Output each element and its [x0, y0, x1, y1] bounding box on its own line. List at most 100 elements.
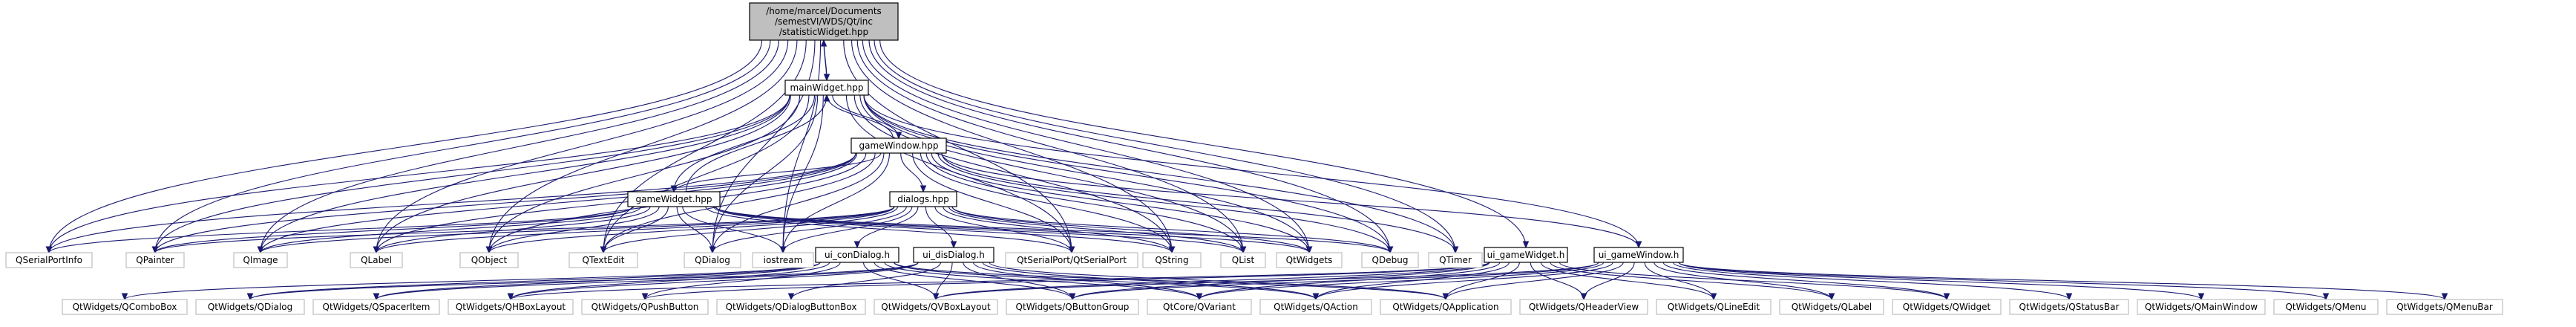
node-label-QTextEdit: QTextEdit [583, 255, 625, 265]
node-label-ui_gameWidget: ui_gameWidget.h [1487, 250, 1565, 260]
node-box-QTextEdit [568, 252, 638, 268]
edge-ui_disDialog-to-QVariant [972, 262, 1200, 300]
node-box-QPainter [125, 252, 185, 268]
node-label-QDebug: QDebug [1372, 255, 1409, 265]
node-dialogs[interactable]: dialogs.hpp [889, 191, 957, 207]
node-label-QList: QList [1232, 255, 1255, 265]
node-QTextEdit: QTextEdit [568, 252, 638, 268]
node-gameWidget[interactable]: gameWidget.hpp [627, 191, 721, 207]
edge-mainWidget-to-gameWidget [673, 94, 816, 192]
node-QImage: QImage [233, 252, 288, 268]
edge-ui_disDialog-to-QSpacerItem [376, 262, 919, 300]
arrowhead-ui_gameWindow-to-QAction [1312, 293, 1320, 301]
edge-ui_gameWindow-to-QVariant [1199, 262, 1605, 300]
edge-dialogs-to-QImage [260, 206, 895, 253]
edge-ui_gameWidget-to-QAction [1315, 262, 1510, 300]
node-QSpacerItem: QtWidgets/QSpacerItem [312, 299, 440, 315]
node-label-QDialog: QDialog [695, 255, 730, 265]
node-QAction: QtWidgets/QAction [1259, 299, 1372, 315]
node-label-QImage: QImage [243, 255, 278, 265]
edge-gameWidget-to-QDebug [715, 206, 1391, 253]
edge-gameWindow-to-QTextEdit [603, 152, 876, 253]
node-label-QMainWindow: QtWidgets/QMainWindow [2145, 302, 2258, 312]
node-box-statisticWidget [749, 2, 899, 41]
edge-ui_gameWindow-to-QWidget [1662, 262, 1947, 300]
edge-mainWidget-to-QLabel [376, 94, 791, 253]
edge-statisticWidget-to-QList [856, 39, 1244, 253]
node-box-gameWindow [851, 137, 947, 154]
node-box-QAction [1259, 299, 1372, 315]
edge-statisticWidget-to-ui_gameWidget [879, 39, 1527, 248]
node-label-QApplication: QtWidgets/QApplication [1392, 302, 1498, 312]
edge-ui_conDialog-to-QComboBox [124, 262, 821, 300]
node-QtWidgets: QtWidgets [1276, 252, 1343, 268]
node-QDialogButtonBox: QtWidgets/QDialogButtonBox [716, 299, 866, 315]
node-box-QLineEdit [1656, 299, 1772, 315]
node-ui_gameWindow[interactable]: ui_gameWindow.h [1593, 247, 1684, 263]
edge-ui_gameWindow-to-QStatusBar [1672, 262, 2070, 300]
edge-dialogs-to-QtWidgets [951, 206, 1310, 253]
edge-statisticWidget-to-QTimer [874, 39, 1456, 253]
arrowhead-ui_gameWindow-to-QStatusBar [2065, 293, 2073, 301]
node-label-mainWidget: mainWidget.hpp [790, 82, 864, 93]
arrowhead-gameWidget-to-mainWidget [823, 94, 830, 102]
node-box-QtwQLabel [1779, 299, 1884, 315]
arrowhead-dialogs-to-QImage [257, 246, 264, 254]
edge-mainWidget-to-QString [853, 94, 1173, 253]
arrowhead-dialogs-to-ui_disDialog [950, 241, 957, 249]
arrowhead-ui_gameWindow-to-QMenu [2322, 293, 2330, 301]
edge-gameWindow-to-dialogs [900, 152, 924, 192]
edge-statisticWidget-to-QtSerialPort [843, 39, 1072, 253]
arrowhead-ui_gameWindow-to-QWidget [1943, 293, 1950, 301]
arrowhead-gameWidget-to-QSerialPortInfo [45, 246, 53, 254]
edge-gameWidget-to-QList [715, 206, 1244, 253]
node-gameWindow[interactable]: gameWindow.hpp [851, 137, 947, 154]
edge-statisticWidget-to-QLabel [376, 39, 789, 253]
node-box-QVBoxLayout [874, 299, 998, 315]
arrowhead-ui_gameWindow-to-QVBoxLayout [932, 293, 940, 301]
node-box-QButtonGroup [1006, 299, 1139, 315]
node-QHBoxLayout: QtWidgets/QHBoxLayout [448, 299, 574, 315]
edge-gameWindow-to-mainWidget [826, 94, 894, 139]
edge-ui_gameWidget-to-QPushButton [644, 262, 1489, 300]
node-ui_disDialog[interactable]: ui_disDialog.h [913, 247, 994, 263]
node-ui_conDialog[interactable]: ui_conDialog.h [815, 247, 899, 263]
arrowhead-ui_gameWindow-to-QHeaderView [1580, 293, 1587, 301]
node-box-QWidget [1892, 299, 2002, 315]
edge-ui_gameWidget-to-QVBoxLayout [935, 262, 1489, 300]
node-QStatusBar: QtWidgets/QStatusBar [2009, 299, 2129, 315]
node-label-QObject: QObject [471, 255, 508, 265]
node-box-QVariant [1147, 299, 1252, 315]
node-label-QLineEdit: QtWidgets/QLineEdit [1668, 302, 1760, 312]
node-QtwQLabel: QtWidgets/QLabel [1779, 299, 1884, 315]
edge-statisticWidget-to-QtWidgets [862, 39, 1310, 253]
node-QMenuBar: QtWidgets/QMenuBar [2386, 299, 2503, 315]
node-box-QHeaderView [1519, 299, 1648, 315]
node-QHeaderView: QtWidgets/QHeaderView [1519, 299, 1648, 315]
edge-dialogs-to-QTextEdit [603, 206, 899, 253]
arrowhead-ui_gameWindow-to-QApplication [1442, 293, 1449, 301]
node-label-QSerialPortInfo: QSerialPortInfo [16, 255, 82, 265]
edge-gameWidget-to-QtWidgets [715, 206, 1310, 253]
node-label-QtSerialPort: QtSerialPort/QtSerialPort [1017, 255, 1127, 265]
arrowhead-statisticWidget-to-ui_gameWidget [1522, 241, 1530, 249]
edge-ui_disDialog-to-QAction [982, 262, 1317, 300]
node-box-QSpacerItem [312, 299, 440, 315]
edge-mainWidget-to-QDebug [863, 94, 1391, 253]
edge-statisticWidget-to-iostream [782, 39, 822, 253]
node-QTimer: QTimer [1428, 252, 1483, 268]
node-box-QSerialPortInfo [5, 252, 93, 268]
edge-gameWindow-to-QSerialPortInfo [48, 152, 856, 253]
node-statisticWidget[interactable]: /home/marcel/Documents/semestVI/WDS/Qt/i… [749, 2, 899, 41]
node-label-QHeaderView: QtWidgets/QHeaderView [1529, 302, 1639, 312]
node-mainWidget[interactable]: mainWidget.hpp [784, 80, 869, 96]
node-label-ui_gameWindow: ui_gameWindow.h [1599, 250, 1679, 260]
edge-ui_conDialog-to-QVariant [884, 262, 1200, 300]
node-QDebug: QDebug [1361, 252, 1419, 268]
node-label-iostream: iostream [764, 255, 803, 265]
edge-gameWidget-to-QtSerialPort [705, 206, 1072, 253]
node-ui_gameWidget[interactable]: ui_gameWidget.h [1484, 247, 1568, 263]
edge-ui_gameWidget-to-QtwQLabel [1550, 262, 1832, 300]
edge-ui_gameWindow-to-QMainWindow [1678, 262, 2202, 300]
node-label-QWidget: QtWidgets/QWidget [1903, 302, 1991, 312]
